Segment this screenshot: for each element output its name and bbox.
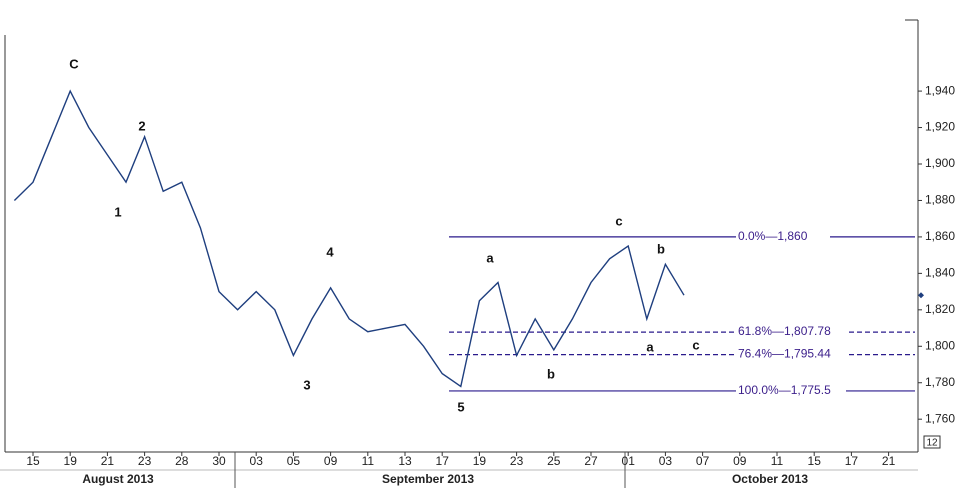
fib-label: 61.8%—1,807.78 xyxy=(738,324,831,338)
fib-value: 1,860 xyxy=(777,229,807,243)
y-tick-label: 1,940 xyxy=(925,83,955,97)
fib-label-bg xyxy=(736,383,846,398)
wave-label: b xyxy=(547,366,555,381)
month-label: October 2013 xyxy=(732,472,808,486)
x-tick-label: 21 xyxy=(101,454,115,468)
corner-label: 12 xyxy=(926,438,938,449)
wave-label: b xyxy=(657,241,665,256)
fib-label: 0.0%—1,860 xyxy=(738,229,808,243)
fib-label-bg xyxy=(736,325,846,340)
y-tick-label: 1,860 xyxy=(925,229,955,243)
wave-label: 5 xyxy=(457,399,464,414)
fib-value: 1,807.78 xyxy=(784,324,831,338)
x-tick-label: 11 xyxy=(362,454,375,468)
fib-label-bg xyxy=(736,229,830,244)
x-tick-label: 07 xyxy=(696,454,710,468)
x-tick-label: 23 xyxy=(510,454,524,468)
wave-label: 3 xyxy=(303,377,310,392)
month-label: September 2013 xyxy=(382,472,474,486)
x-tick-label: 27 xyxy=(584,454,598,468)
fib-label-bg xyxy=(736,347,846,362)
x-tick-label: 03 xyxy=(250,454,264,468)
x-tick-label: 11 xyxy=(771,454,784,468)
y-tick-label: 1,780 xyxy=(925,375,955,389)
wave-label: 4 xyxy=(326,244,334,259)
wave-label: c xyxy=(692,337,699,352)
x-tick-label: 30 xyxy=(212,454,226,468)
fib-ratio: 61.8% xyxy=(738,324,772,338)
y-tick-label: 1,840 xyxy=(925,266,955,280)
x-tick-label: 15 xyxy=(808,454,822,468)
y-tick-label: 1,820 xyxy=(925,302,955,316)
fib-value: 1,775.5 xyxy=(791,383,831,397)
x-tick-label: 15 xyxy=(26,454,40,468)
y-tick-label: 1,880 xyxy=(925,193,955,207)
fib-label: 100.0%—1,775.5 xyxy=(738,383,831,397)
y-tick-label: 1,920 xyxy=(925,120,955,134)
x-tick-label: 03 xyxy=(659,454,673,468)
x-tick-label: 23 xyxy=(138,454,152,468)
wave-label: a xyxy=(646,339,654,354)
x-tick-label: 01 xyxy=(622,454,636,468)
x-tick-label: 17 xyxy=(436,454,450,468)
x-tick-label: 19 xyxy=(64,454,78,468)
x-tick-label: 13 xyxy=(398,454,412,468)
x-tick-label: 09 xyxy=(324,454,338,468)
x-tick-label: 28 xyxy=(175,454,189,468)
wave-label: 1 xyxy=(114,204,121,219)
x-tick-label: 17 xyxy=(845,454,859,468)
x-tick-label: 09 xyxy=(733,454,747,468)
month-label: August 2013 xyxy=(82,472,154,486)
wave-label: C xyxy=(69,56,79,71)
x-tick-label: 25 xyxy=(547,454,561,468)
price-line xyxy=(13,89,685,388)
x-tick-label: 05 xyxy=(287,454,301,468)
y-tick-label: 1,800 xyxy=(925,338,955,352)
last-price-marker xyxy=(918,292,924,299)
fib-ratio: 100.0% xyxy=(738,383,779,397)
x-tick-label: 21 xyxy=(882,454,896,468)
x-tick-label: 19 xyxy=(473,454,487,468)
y-tick-label: 1,900 xyxy=(925,156,955,170)
fib-ratio: 76.4% xyxy=(738,347,772,361)
wave-label: a xyxy=(486,250,494,265)
y-tick-label: 1,760 xyxy=(925,411,955,425)
corner-box xyxy=(923,435,941,449)
fib-label: 76.4%—1,795.44 xyxy=(738,347,831,361)
fib-value: 1,795.44 xyxy=(784,347,831,361)
wave-label: c xyxy=(615,213,622,228)
fib-ratio: 0.0% xyxy=(738,229,766,243)
wave-label: 2 xyxy=(138,118,145,133)
